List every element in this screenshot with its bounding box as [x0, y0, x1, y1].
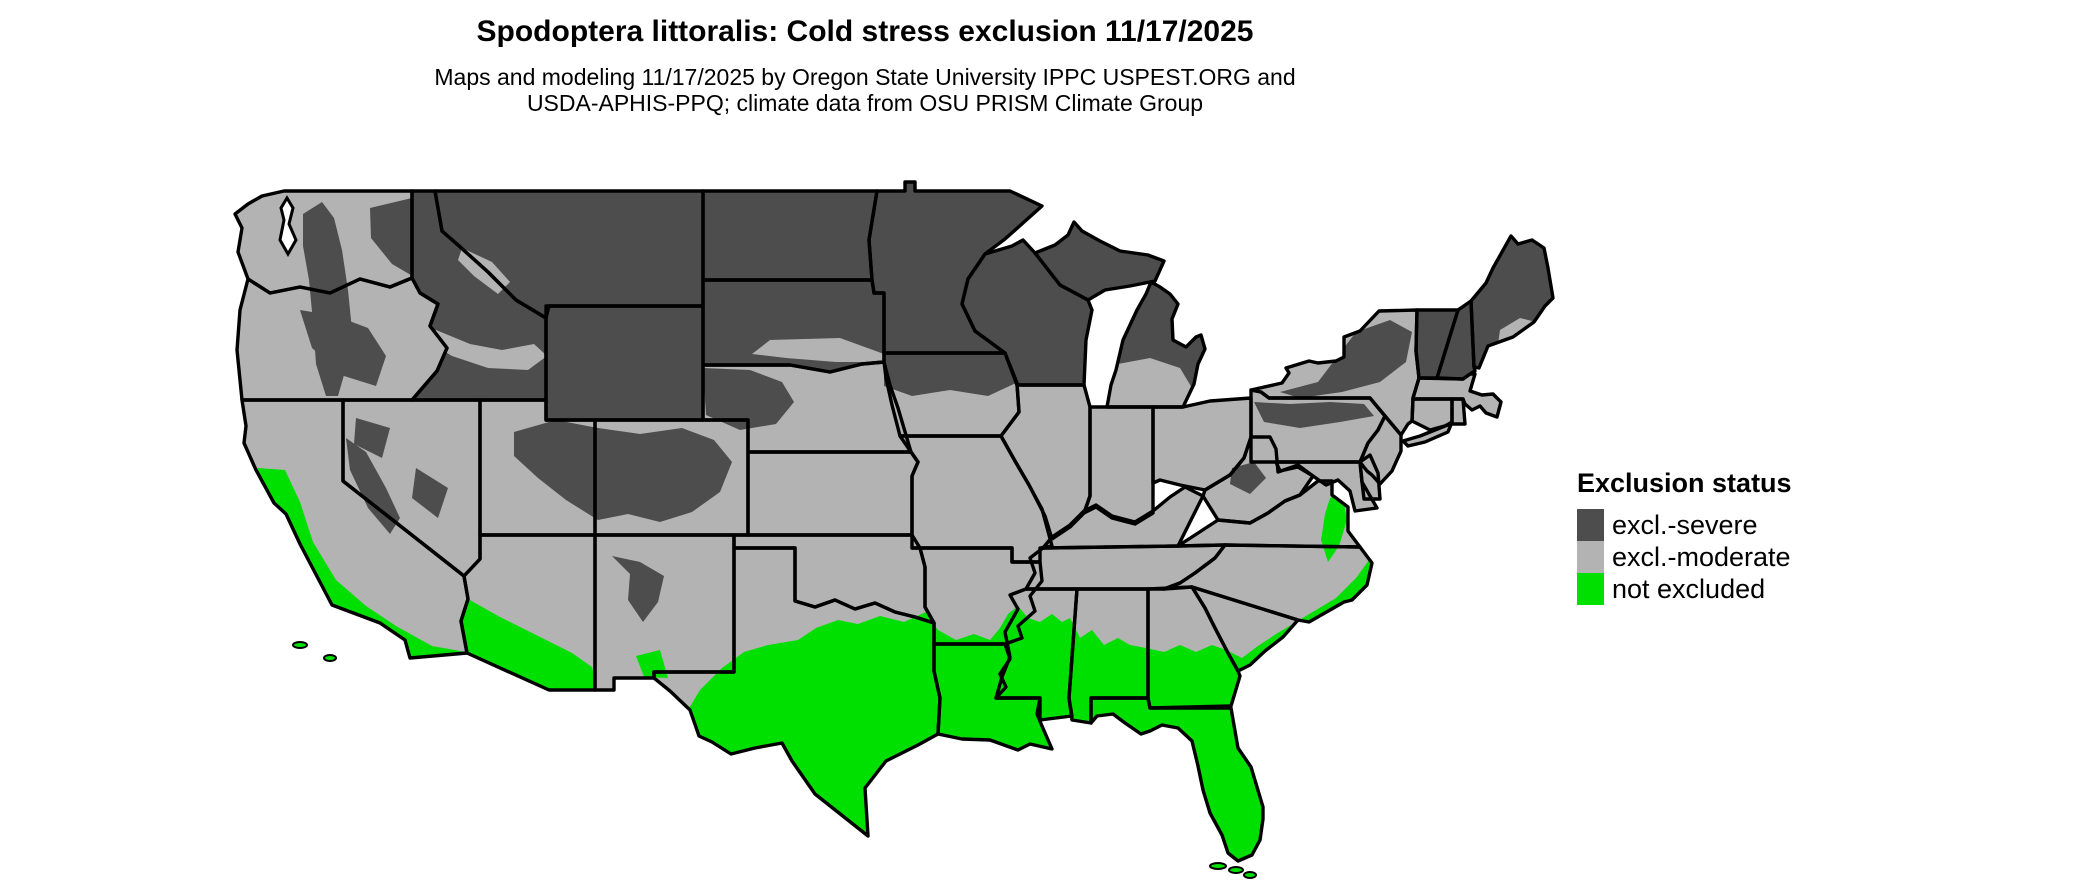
state-wyoming	[546, 306, 703, 420]
state-arkansas	[910, 546, 1044, 646]
state-new-york-long-island	[1401, 420, 1454, 448]
overlay-oregon-interior-dark	[300, 310, 386, 386]
legend-label-severe: excl.-severe	[1612, 509, 1758, 540]
channel-island-2	[323, 654, 337, 662]
map-decorations	[278, 195, 1257, 879]
florida-keys-island-1	[1209, 862, 1227, 870]
state-border-layer	[233, 180, 1555, 863]
state-maryland	[1276, 462, 1377, 511]
overlay-nevada-dark-patch-2	[412, 468, 448, 518]
state-idaho	[412, 191, 546, 400]
overlay-nebraska-west-dark	[703, 368, 794, 430]
state-north-carolina	[1164, 545, 1372, 622]
legend-swatch-not-excluded	[1577, 573, 1604, 605]
map-title: Spodoptera littoralis: Cold stress exclu…	[476, 15, 1254, 48]
state-north-dakota	[703, 191, 877, 280]
overlay-arizona-southwest-green	[461, 599, 597, 692]
state-oklahoma	[734, 535, 934, 623]
channel-island-1	[292, 641, 308, 649]
state-michigan-up	[1035, 222, 1164, 300]
map-subtitle-line1: Maps and modeling 11/17/2025 by Oregon S…	[434, 64, 1296, 90]
state-wisconsin	[960, 238, 1094, 387]
overlay-sierra-dark	[346, 438, 400, 534]
overlay-snake-plain-light	[432, 330, 547, 370]
state-indiana	[1084, 407, 1153, 524]
florida-keys-island-2	[1228, 866, 1244, 874]
legend-row-not-excluded: not excluded	[1577, 573, 1792, 605]
florida-keys-island-3	[1243, 871, 1257, 879]
state-wisconsin	[962, 240, 1092, 385]
overlay-michigan-south-light	[1107, 358, 1192, 406]
legend-label-not-excluded: not excluded	[1612, 573, 1766, 604]
overlay-delmarva-green	[1321, 492, 1347, 562]
overlay-eastern-washington-dark	[370, 198, 436, 278]
overlay-adirondacks-dark	[1280, 320, 1412, 398]
state-north-carolina	[1162, 543, 1374, 624]
state-louisiana	[932, 642, 1054, 752]
state-vermont	[1416, 310, 1458, 378]
state-michigan-mitten	[1105, 280, 1207, 409]
legend-row-severe: excl.-severe	[1577, 509, 1792, 541]
legend-row-moderate: excl.-moderate	[1577, 541, 1792, 573]
map-subtitle-line2: USDA-APHIS-PPQ; climate data from OSU PR…	[526, 90, 1204, 116]
state-michigan-up	[1033, 220, 1166, 302]
map-header: Spodoptera littoralis: Cold stress exclu…	[235, 14, 1495, 116]
state-maine	[1471, 236, 1553, 368]
state-vermont	[1414, 308, 1460, 380]
overlay-rockies-dark	[514, 420, 732, 522]
state-delaware	[1358, 453, 1382, 501]
legend-swatch-moderate	[1577, 541, 1604, 573]
overlay-south-dakota-light	[752, 338, 884, 362]
state-montana	[435, 191, 703, 318]
state-tennessee	[1026, 545, 1225, 589]
state-arizona	[459, 533, 597, 692]
legend-label-moderate: excl.-moderate	[1612, 541, 1791, 572]
legend-swatch-severe	[1577, 509, 1604, 541]
state-missouri	[900, 436, 1052, 562]
state-connecticut	[1412, 399, 1452, 430]
overlay-california-valley-green	[254, 468, 468, 662]
state-minnesota	[869, 182, 1042, 353]
overlay-nevada-dark-patch-1	[354, 418, 390, 458]
map-subtitle: Maps and modeling 11/17/2025 by Oregon S…	[235, 64, 1495, 116]
state-florida	[1089, 696, 1265, 863]
state-illinois	[1001, 385, 1090, 539]
state-south-carolina	[1190, 585, 1300, 673]
state-nebraska	[701, 360, 913, 454]
puget-sound	[278, 195, 298, 258]
legend-title: Exclusion status	[1577, 468, 1792, 498]
state-texas	[652, 546, 942, 838]
legend: Exclusion status excl.-severe excl.-mode…	[1577, 468, 1792, 605]
overlay-pennsylvania-north-dark	[1254, 402, 1374, 428]
state-kentucky	[1043, 487, 1203, 548]
state-maine	[1469, 234, 1555, 370]
overlay-mogollon-dark	[612, 556, 664, 622]
overlay-west-virginia-dark	[1230, 462, 1266, 494]
state-ohio	[1153, 398, 1251, 490]
state-south-carolina	[1192, 587, 1298, 671]
state-fill-layer	[235, 182, 1553, 861]
state-new-hampshire	[1437, 301, 1475, 379]
state-california	[242, 400, 468, 658]
overlay-iowa-north-dark	[884, 354, 1016, 396]
state-new-jersey	[1360, 416, 1401, 484]
state-kansas	[748, 452, 918, 535]
state-new-jersey	[1358, 414, 1403, 486]
state-rhode-island	[1452, 399, 1465, 424]
